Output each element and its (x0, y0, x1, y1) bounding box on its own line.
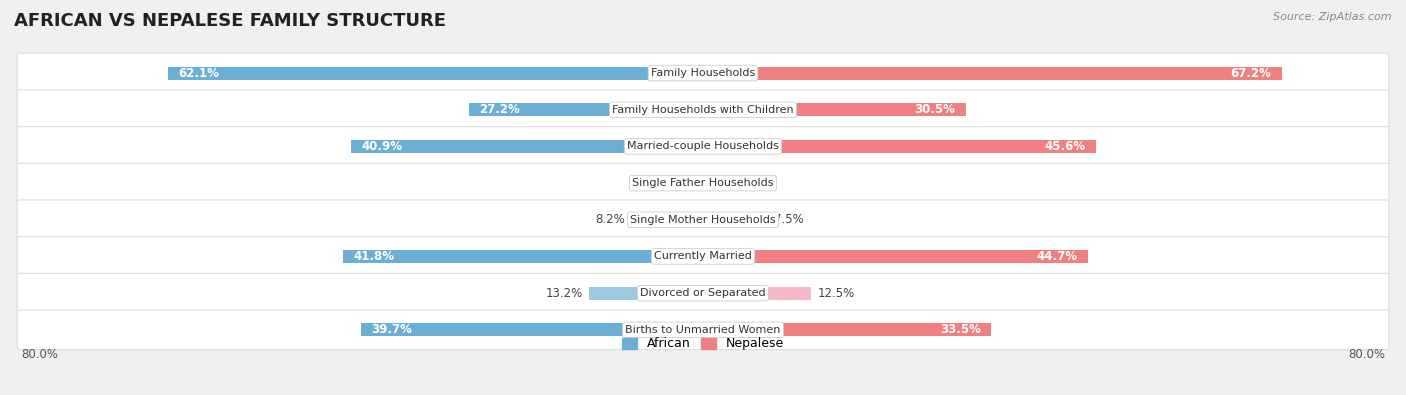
Bar (703, 177, 730, 190)
Text: 62.1%: 62.1% (179, 67, 219, 79)
Text: 12.5%: 12.5% (817, 287, 855, 300)
Text: Births to Unmarried Women: Births to Unmarried Women (626, 325, 780, 335)
FancyBboxPatch shape (17, 200, 1389, 240)
Bar (169, 67, 703, 79)
Text: 41.8%: 41.8% (353, 250, 394, 263)
Text: 39.7%: 39.7% (371, 324, 412, 336)
Bar (703, 67, 1282, 79)
Text: 27.2%: 27.2% (479, 103, 520, 116)
Text: 40.9%: 40.9% (361, 140, 402, 153)
Text: AFRICAN VS NEPALESE FAMILY STRUCTURE: AFRICAN VS NEPALESE FAMILY STRUCTURE (14, 12, 446, 30)
Bar (589, 287, 703, 299)
Text: 80.0%: 80.0% (1348, 348, 1385, 361)
Text: 33.5%: 33.5% (941, 324, 981, 336)
FancyBboxPatch shape (17, 237, 1389, 276)
Text: 44.7%: 44.7% (1036, 250, 1077, 263)
Bar (703, 140, 1095, 153)
Text: Family Households with Children: Family Households with Children (612, 105, 794, 115)
Text: 67.2%: 67.2% (1230, 67, 1271, 79)
FancyBboxPatch shape (17, 163, 1389, 203)
Text: 2.5%: 2.5% (645, 177, 675, 190)
Text: 45.6%: 45.6% (1045, 140, 1085, 153)
FancyBboxPatch shape (17, 273, 1389, 313)
FancyBboxPatch shape (17, 127, 1389, 166)
Text: Source: ZipAtlas.com: Source: ZipAtlas.com (1274, 12, 1392, 22)
Text: Currently Married: Currently Married (654, 252, 752, 261)
Bar (350, 140, 703, 153)
Bar (343, 250, 703, 263)
Bar (703, 287, 811, 299)
Text: Single Mother Households: Single Mother Households (630, 215, 776, 225)
Text: 8.2%: 8.2% (596, 213, 626, 226)
Text: Divorced or Separated: Divorced or Separated (640, 288, 766, 298)
Bar (682, 177, 703, 190)
Text: 7.5%: 7.5% (775, 213, 804, 226)
Bar (468, 103, 703, 116)
FancyBboxPatch shape (17, 90, 1389, 130)
Bar (703, 213, 768, 226)
Text: 13.2%: 13.2% (546, 287, 582, 300)
FancyBboxPatch shape (17, 310, 1389, 350)
Text: 80.0%: 80.0% (21, 348, 58, 361)
Bar (361, 324, 703, 336)
Bar (703, 103, 966, 116)
Text: Family Households: Family Households (651, 68, 755, 78)
Bar (703, 324, 991, 336)
Legend: African, Nepalese: African, Nepalese (617, 333, 789, 356)
Text: 30.5%: 30.5% (914, 103, 955, 116)
Text: Single Father Households: Single Father Households (633, 178, 773, 188)
FancyBboxPatch shape (17, 53, 1389, 93)
Text: Married-couple Households: Married-couple Households (627, 141, 779, 151)
Text: 3.1%: 3.1% (737, 177, 766, 190)
Bar (633, 213, 703, 226)
Bar (703, 250, 1088, 263)
